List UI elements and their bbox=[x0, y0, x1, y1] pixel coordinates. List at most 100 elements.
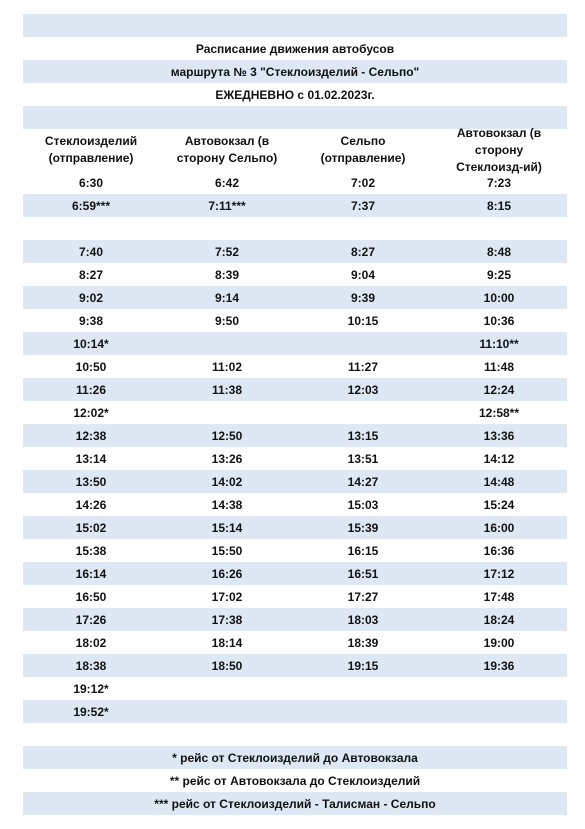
time-cell: 16:14 bbox=[75, 566, 107, 581]
table-row: 16:50 17:02 17:27 17:48 bbox=[23, 585, 567, 608]
column-header: Стеклоизделий (отправление) bbox=[44, 134, 138, 165]
table-row: 7:40 7:52 8:27 8:48 bbox=[23, 240, 567, 263]
table-row: 9:38 9:50 10:15 10:36 bbox=[23, 309, 567, 332]
time-cell: 9:38 bbox=[78, 313, 104, 328]
time-cell: 8:39 bbox=[214, 267, 240, 282]
table-row: 13:14 13:26 13:51 14:12 bbox=[23, 447, 567, 470]
time-cell: 8:27 bbox=[350, 244, 376, 259]
time-cell: 14:02 bbox=[211, 474, 243, 489]
time-cell: 14:38 bbox=[211, 497, 243, 512]
time-cell: 7:52 bbox=[214, 244, 240, 259]
time-cell: 11:27 bbox=[347, 359, 379, 374]
schedule-note: ЕЖЕДНЕВНО с 01.02.2023г. bbox=[215, 87, 375, 102]
time-cell: 11:10** bbox=[479, 336, 519, 351]
footnote: *** рейс от Стеклоизделий - Талисман - С… bbox=[23, 792, 567, 815]
time-cell: 13:15 bbox=[347, 428, 379, 443]
time-cell: 16:26 bbox=[211, 566, 243, 581]
table-row: 17:26 17:38 18:03 18:24 bbox=[23, 608, 567, 631]
time-cell: 10:15 bbox=[347, 313, 379, 328]
table-row: 12:02* 12:58** bbox=[23, 401, 567, 424]
time-cell: 18:38 bbox=[75, 658, 107, 673]
time-cell: 13:50 bbox=[75, 474, 107, 489]
time-cell: 19:52* bbox=[73, 704, 109, 719]
time-cell: 7:02 bbox=[350, 175, 376, 190]
time-cell: 10:14* bbox=[73, 336, 109, 351]
time-cell: 12:50 bbox=[211, 428, 243, 443]
time-cell: 13:14 bbox=[75, 451, 107, 466]
time-cell: 14:48 bbox=[483, 474, 515, 489]
time-cell: 15:39 bbox=[347, 520, 379, 535]
time-cell: 12:58** bbox=[478, 405, 520, 420]
time-cell: 19:00 bbox=[483, 635, 515, 650]
time-cell: 17:27 bbox=[347, 589, 379, 604]
time-cell: 12:03 bbox=[347, 382, 379, 397]
time-cell: 15:03 bbox=[347, 497, 379, 512]
time-cell: 7:23 bbox=[486, 175, 512, 190]
table-row: 18:02 18:14 18:39 19:00 bbox=[23, 631, 567, 654]
table-row: 9:02 9:14 9:39 10:00 bbox=[23, 286, 567, 309]
time-cell: 17:02 bbox=[211, 589, 243, 604]
time-cell: 6:59*** bbox=[71, 198, 111, 213]
table-row: 11:26 11:38 12:03 12:24 bbox=[23, 378, 567, 401]
table-row: 16:14 16:26 16:51 17:12 bbox=[23, 562, 567, 585]
spacer bbox=[23, 14, 567, 37]
time-cell: 8:48 bbox=[486, 244, 512, 259]
time-cell: 19:12* bbox=[73, 681, 109, 696]
table-row: 12:38 12:50 13:15 13:36 bbox=[23, 424, 567, 447]
time-cell: 18:02 bbox=[75, 635, 107, 650]
time-cell: 7:40 bbox=[78, 244, 104, 259]
title: Расписание движения автобусов bbox=[195, 41, 395, 56]
time-cell: 18:03 bbox=[347, 612, 379, 627]
time-cell: 19:15 bbox=[347, 658, 379, 673]
table-row: 10:14* 11:10** bbox=[23, 332, 567, 355]
time-cell: 17:12 bbox=[483, 566, 515, 581]
time-cell: 9:02 bbox=[78, 290, 104, 305]
table-body: 6:30 6:42 7:02 7:23 6:59*** 7:11*** 7:37 8:15 7:… bbox=[23, 171, 567, 723]
column-header: Автовокзал (в сторону Стеклоизд-ий) bbox=[456, 125, 542, 174]
time-cell: 9:25 bbox=[486, 267, 512, 282]
column-header: Сельпо (отправление) bbox=[320, 134, 406, 165]
time-cell: 12:38 bbox=[75, 428, 107, 443]
time-cell: 9:14 bbox=[214, 290, 240, 305]
time-cell: 8:15 bbox=[486, 198, 512, 213]
spacer bbox=[23, 723, 567, 746]
time-cell: 14:26 bbox=[75, 497, 107, 512]
time-cell: 16:51 bbox=[347, 566, 379, 581]
column-header: Автовокзал (в сторону Сельпо) bbox=[176, 134, 278, 165]
time-cell: 19:36 bbox=[483, 658, 515, 673]
time-cell: 7:37 bbox=[350, 198, 376, 213]
time-cell: 15:24 bbox=[483, 497, 515, 512]
time-cell: 15:38 bbox=[75, 543, 107, 558]
spacer bbox=[23, 106, 567, 129]
table-row: 6:30 6:42 7:02 7:23 bbox=[23, 171, 567, 194]
time-cell: 15:50 bbox=[211, 543, 243, 558]
table-row: 14:26 14:38 15:03 15:24 bbox=[23, 493, 567, 516]
time-cell: 11:38 bbox=[211, 382, 243, 397]
table-row: 13:50 14:02 14:27 14:48 bbox=[23, 470, 567, 493]
time-cell: 9:39 bbox=[350, 290, 376, 305]
time-cell: 16:00 bbox=[483, 520, 515, 535]
time-cell: 13:36 bbox=[483, 428, 515, 443]
time-cell: 16:50 bbox=[75, 589, 107, 604]
time-cell: 18:24 bbox=[483, 612, 515, 627]
column-headers: Стеклоизделий (отправление) Автовокзал (в… bbox=[23, 126, 567, 174]
table-row: 8:27 8:39 9:04 9:25 bbox=[23, 263, 567, 286]
time-cell: 18:50 bbox=[211, 658, 243, 673]
time-cell: 6:30 bbox=[78, 175, 104, 190]
table-row: 15:02 15:14 15:39 16:00 bbox=[23, 516, 567, 539]
table-row: 19:12* bbox=[23, 677, 567, 700]
time-cell: 12:02* bbox=[73, 405, 109, 420]
time-cell: 11:02 bbox=[211, 359, 243, 374]
time-cell: 15:14 bbox=[211, 520, 243, 535]
table-row: 19:52* bbox=[23, 700, 567, 723]
time-cell: 16:36 bbox=[483, 543, 515, 558]
time-cell: 8:27 bbox=[78, 267, 104, 282]
time-cell: 14:12 bbox=[483, 451, 515, 466]
time-cell: 9:04 bbox=[350, 267, 376, 282]
time-cell: 16:15 bbox=[347, 543, 379, 558]
time-cell: 17:26 bbox=[75, 612, 107, 627]
time-cell: 10:36 bbox=[483, 313, 515, 328]
time-cell: 11:26 bbox=[75, 382, 107, 397]
time-cell: 13:26 bbox=[211, 451, 243, 466]
